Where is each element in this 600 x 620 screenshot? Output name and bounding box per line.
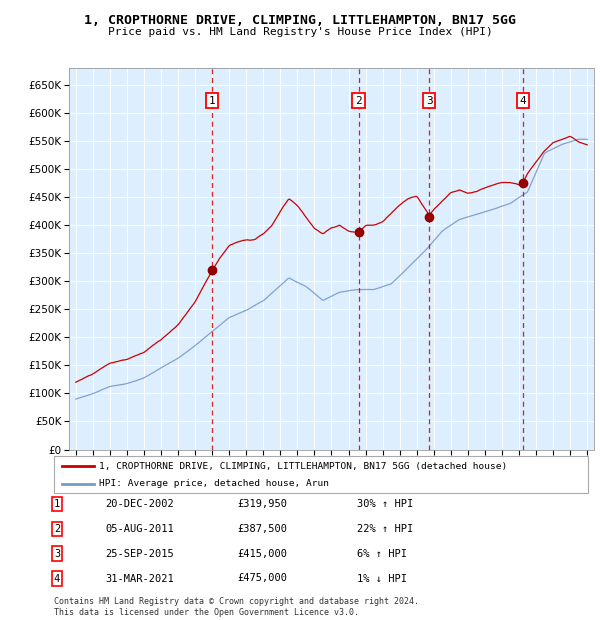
Text: £415,000: £415,000	[237, 549, 287, 559]
Text: 2: 2	[355, 95, 362, 105]
Text: HPI: Average price, detached house, Arun: HPI: Average price, detached house, Arun	[100, 479, 329, 488]
Text: 20-DEC-2002: 20-DEC-2002	[105, 499, 174, 509]
Text: £475,000: £475,000	[237, 574, 287, 583]
Text: 1% ↓ HPI: 1% ↓ HPI	[357, 574, 407, 583]
Text: 1, CROPTHORNE DRIVE, CLIMPING, LITTLEHAMPTON, BN17 5GG (detached house): 1, CROPTHORNE DRIVE, CLIMPING, LITTLEHAM…	[100, 462, 508, 471]
Text: 05-AUG-2011: 05-AUG-2011	[105, 524, 174, 534]
FancyBboxPatch shape	[54, 456, 588, 493]
Text: 3: 3	[54, 549, 60, 559]
Text: 31-MAR-2021: 31-MAR-2021	[105, 574, 174, 583]
Text: £387,500: £387,500	[237, 524, 287, 534]
Text: £319,950: £319,950	[237, 499, 287, 509]
Text: 6% ↑ HPI: 6% ↑ HPI	[357, 549, 407, 559]
Text: 1: 1	[208, 95, 215, 105]
Text: Contains HM Land Registry data © Crown copyright and database right 2024.
This d: Contains HM Land Registry data © Crown c…	[54, 598, 419, 617]
Text: 3: 3	[426, 95, 433, 105]
Text: 4: 4	[54, 574, 60, 583]
Text: 22% ↑ HPI: 22% ↑ HPI	[357, 524, 413, 534]
Text: 2: 2	[54, 524, 60, 534]
Text: Price paid vs. HM Land Registry's House Price Index (HPI): Price paid vs. HM Land Registry's House …	[107, 27, 493, 37]
Text: 4: 4	[520, 95, 527, 105]
Text: 30% ↑ HPI: 30% ↑ HPI	[357, 499, 413, 509]
Text: 1, CROPTHORNE DRIVE, CLIMPING, LITTLEHAMPTON, BN17 5GG: 1, CROPTHORNE DRIVE, CLIMPING, LITTLEHAM…	[84, 14, 516, 27]
Text: 1: 1	[54, 499, 60, 509]
Text: 25-SEP-2015: 25-SEP-2015	[105, 549, 174, 559]
